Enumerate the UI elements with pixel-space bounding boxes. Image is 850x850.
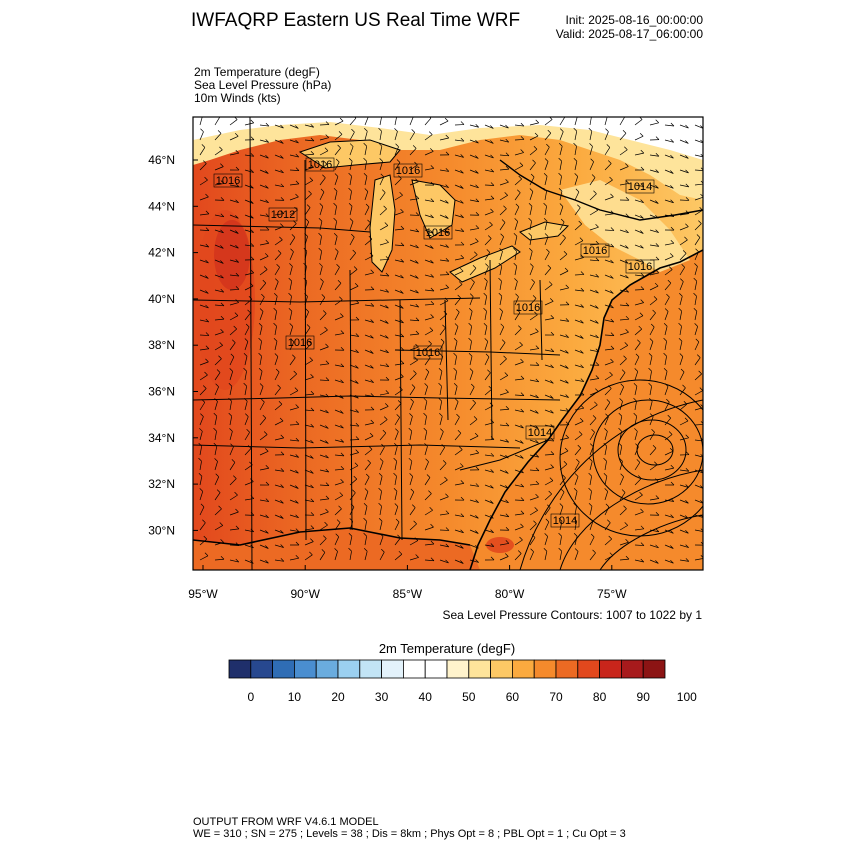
colorbar-swatch [250, 659, 274, 679]
contour-label-box [513, 300, 543, 315]
footer-model: OUTPUT FROM WRF V4.6.1 MODEL [193, 816, 379, 828]
contour-label: 1016 [216, 175, 240, 187]
gulf-coastline [193, 527, 471, 546]
coldest-region-north [193, 117, 703, 160]
lat-label: 38°N [148, 338, 175, 352]
contour-label: 1016 [288, 337, 312, 349]
colorbar-swatch [490, 659, 513, 679]
colorbar-swatch [533, 659, 557, 679]
colorbar-swatch [293, 659, 317, 679]
lat-label: 30°N [148, 523, 175, 537]
colorbar-swatch [512, 659, 535, 679]
lat-label: 34°N [148, 431, 175, 445]
atlantic-low-contours [519, 379, 703, 570]
lake-michigan [369, 174, 396, 273]
contour-label: 1016 [308, 159, 332, 171]
colorbar-tick-label: 70 [549, 690, 563, 704]
contour-label-box [213, 173, 243, 188]
lake-ontario [519, 221, 570, 241]
lake-erie [449, 245, 521, 283]
colorbar-swatch [337, 659, 361, 679]
lon-label: 95°W [188, 587, 218, 601]
colorbar-swatch [359, 659, 382, 679]
contour-label-box [413, 345, 443, 360]
lat-label: 32°N [148, 477, 175, 491]
contour-label: 1016 [516, 302, 540, 314]
contour-note: Sea Level Pressure Contours: 1007 to 102… [442, 608, 703, 622]
field-label-pressure: Sea Level Pressure (hPa) [194, 78, 332, 92]
contour-label: 1014 [628, 181, 652, 193]
field-label-temperature: 2m Temperature (degF) [194, 65, 320, 79]
colorbar-tick-label: 20 [331, 690, 345, 704]
lon-label: 90°W [290, 587, 320, 601]
colorbar-tick-label: 80 [593, 690, 607, 704]
init-time: Init: 2025-08-16_00:00:00 [565, 13, 703, 27]
colorbar-swatch [381, 659, 404, 679]
atlantic-ocean [470, 117, 703, 570]
map-frame [192, 116, 704, 571]
contour-label-box [268, 207, 298, 222]
colorbar-swatch [402, 659, 426, 679]
colorbar-swatch [424, 659, 448, 679]
contour-label-box [305, 157, 335, 172]
colorbar-swatch [555, 659, 579, 679]
colorbar-tick-label: 10 [288, 690, 302, 704]
contour-label-box [580, 243, 610, 258]
lat-label: 44°N [148, 199, 175, 213]
contour-label: 1012 [271, 209, 295, 221]
contour-label: 1016 [628, 261, 652, 273]
colorbar-tick-label: 100 [677, 690, 697, 704]
lat-label: 42°N [148, 246, 175, 260]
contour-label-box [423, 225, 453, 240]
contour-label-box [393, 163, 423, 178]
colorbar-swatch [642, 659, 666, 679]
colorbar-tick-label: 60 [506, 690, 520, 704]
colorbar-swatch [272, 659, 295, 679]
valid-time: Valid: 2025-08-17_06:00:00 [555, 27, 703, 41]
lat-label: 46°N [148, 153, 175, 167]
contour-label: 1014 [528, 427, 552, 439]
map-title: IWFAQRP Eastern US Real Time WRF [191, 10, 521, 31]
colorbar-swatch [621, 659, 644, 679]
contour-label-box [625, 179, 655, 194]
colorbar-tick-label: 50 [462, 690, 476, 704]
lon-label: 85°W [393, 587, 423, 601]
field-label-winds: 10m Winds (kts) [194, 91, 281, 105]
colorbar-swatch [599, 659, 622, 679]
colorbar-tick-label: 30 [375, 690, 389, 704]
lon-label: 75°W [597, 587, 627, 601]
wind-barbs [198, 117, 703, 564]
contour-label-box [550, 513, 580, 528]
contour-label: 1016 [416, 347, 440, 359]
contour-label: 1016 [583, 245, 607, 257]
contour-label: 1016 [396, 165, 420, 177]
contour-label-box [285, 335, 315, 350]
colorbar-swatch [468, 659, 491, 679]
east-coastline [469, 249, 703, 570]
colorbar-tick-label: 40 [419, 690, 433, 704]
footer-config: WE = 310 ; SN = 275 ; Levels = 38 ; Dis … [193, 828, 626, 840]
hot-core-plains [214, 220, 250, 290]
temperature-colorbar [228, 659, 666, 679]
colorbar-swatch [315, 659, 339, 679]
map-plot-area: 1016 1016 1012 1016 1016 1014 1016 1016 1016 1016… [193, 117, 703, 570]
colorbar-tick-label: 0 [247, 690, 254, 704]
colorbar-swatch [446, 659, 470, 679]
contour-label: 1016 [426, 227, 450, 239]
contour-label-box [625, 259, 655, 274]
lat-label: 36°N [148, 385, 175, 399]
lat-label: 40°N [148, 292, 175, 306]
cool-region-new-england [560, 180, 690, 272]
contour-label: 1014 [553, 515, 577, 527]
colorbar-swatch [577, 659, 600, 679]
colorbar-swatch [228, 659, 252, 679]
contour-label-box [525, 425, 555, 440]
colorbar-title: 2m Temperature (degF) [378, 641, 516, 656]
colorbar-tick-label: 90 [637, 690, 651, 704]
lon-label: 80°W [495, 587, 525, 601]
